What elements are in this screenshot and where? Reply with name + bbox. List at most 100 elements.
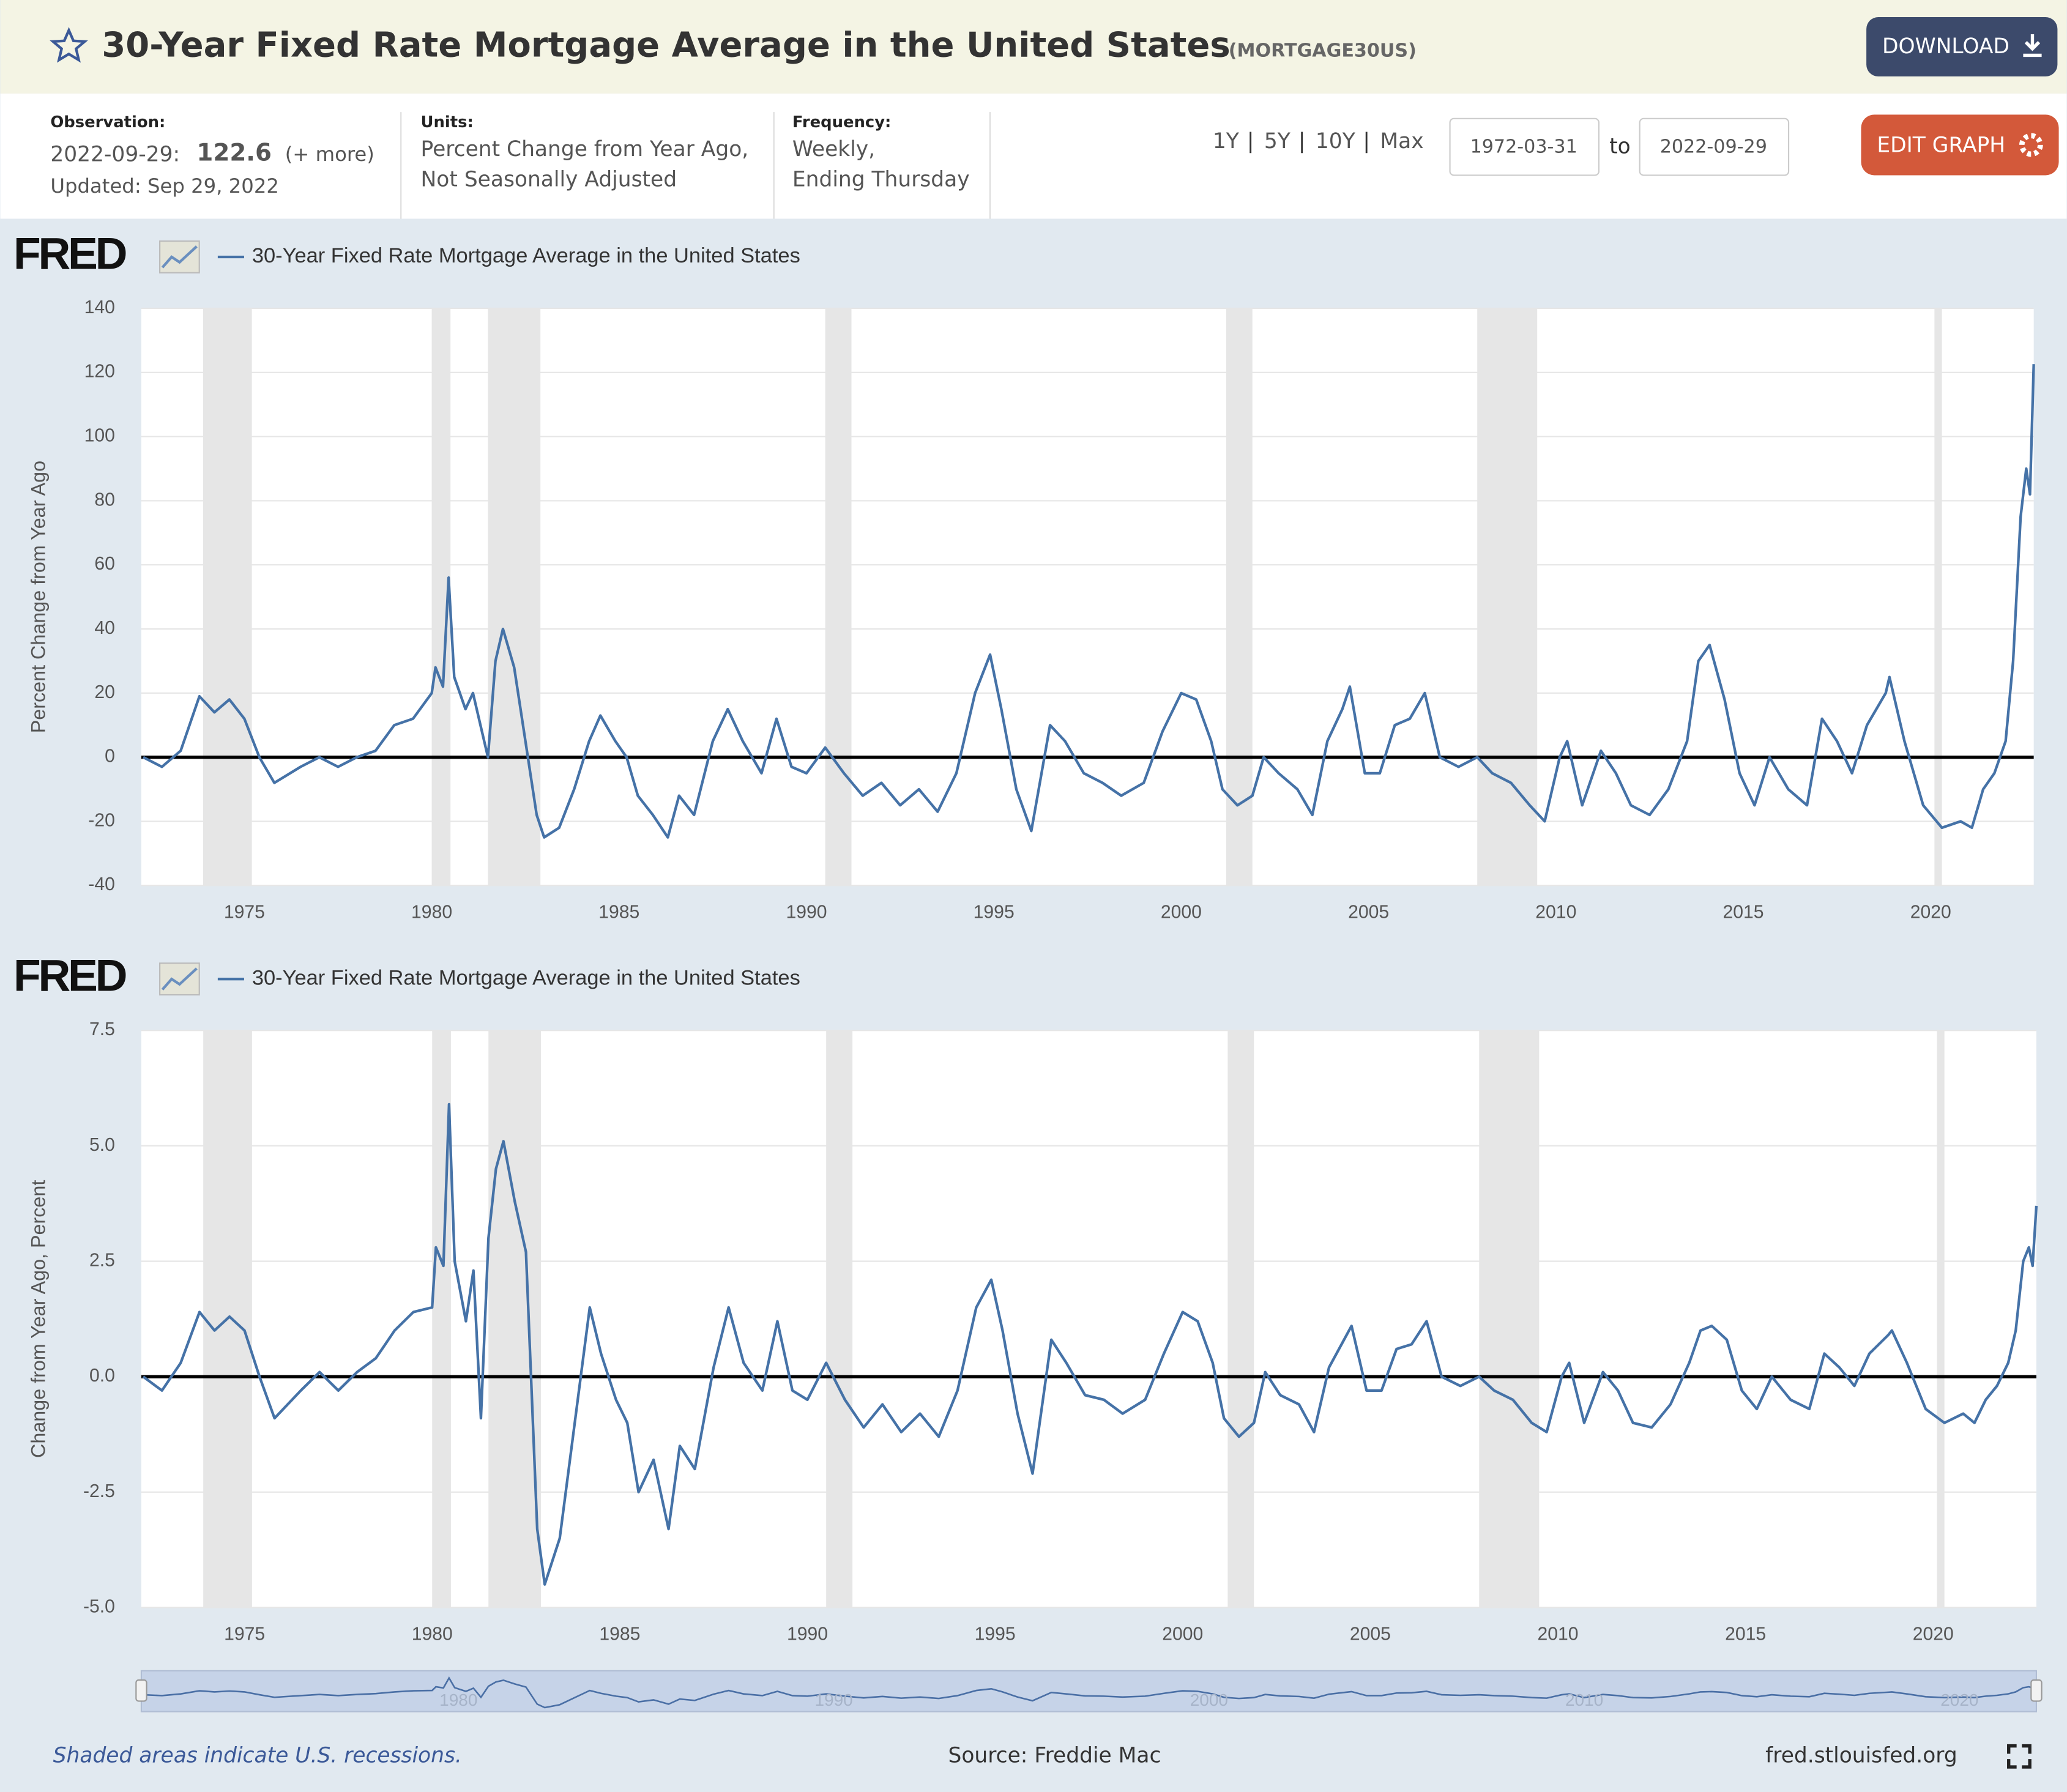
y-tick-label: 80 — [94, 489, 115, 510]
end-date: 2022-09-29 — [1660, 136, 1767, 158]
edit-graph-button[interactable]: EDIT GRAPH — [1861, 114, 2059, 176]
navigator-label: 2000 — [1190, 1690, 1228, 1709]
logo-icon — [159, 240, 200, 273]
recession-band — [825, 308, 852, 886]
download-icon — [2023, 34, 2042, 58]
navigator-line — [143, 1676, 2037, 1709]
y-axis-label: Percent Change from Year Ago — [28, 461, 50, 733]
legend-label: 30-Year Fixed Rate Mortgage Average in t… — [252, 966, 800, 989]
x-tick-label: 2005 — [1350, 1624, 1391, 1645]
series-line — [142, 1102, 2038, 1586]
x-tick-label: 1985 — [599, 1624, 640, 1645]
x-tick-label: 2020 — [1910, 902, 1951, 922]
series-line — [143, 364, 2035, 839]
legend-label: 30-Year Fixed Rate Mortgage Average in t… — [252, 244, 800, 267]
download-label: DOWNLOAD — [1882, 34, 2009, 59]
frequency-line: Ending Thursday — [792, 168, 970, 192]
recession-band — [1477, 308, 1538, 886]
x-tick-label: 2005 — [1348, 902, 1389, 922]
navigator-label: 1990 — [814, 1690, 852, 1709]
plot-area — [141, 308, 2034, 886]
source: Source: Freddie Mac — [948, 1743, 1161, 1768]
range-separator: | — [1363, 129, 1370, 154]
logo-icon — [159, 962, 200, 996]
fred-logo: FRED — [13, 228, 126, 278]
x-tick-label: 2015 — [1722, 902, 1763, 922]
x-tick-label: 2010 — [1535, 902, 1576, 922]
observation-value: 122.6 — [196, 139, 272, 166]
range-separator: | — [1247, 129, 1254, 154]
recession-band — [1227, 1030, 1254, 1608]
recession-band — [1934, 308, 1942, 886]
y-axis-label: Change from Year Ago, Percent — [28, 1180, 50, 1458]
y-tick-label: 7.5 — [89, 1019, 115, 1039]
download-button[interactable]: DOWNLOAD — [1866, 17, 2058, 76]
y-tick-label: 120 — [84, 362, 115, 382]
navigator-label: 1980 — [439, 1690, 477, 1709]
y-tick-label: -2.5 — [83, 1481, 115, 1501]
y-tick-label: -5.0 — [83, 1596, 115, 1616]
recession-band — [488, 1030, 542, 1608]
y-tick-label: -20 — [88, 810, 115, 830]
end-date-input[interactable] — [1639, 117, 1790, 176]
updated: Updated: Sep 29, 2022 — [50, 174, 279, 198]
edit-graph-label: EDIT GRAPH — [1877, 133, 2005, 158]
x-tick-label: 1980 — [412, 1624, 453, 1645]
logo-icon-line — [161, 245, 198, 269]
logo-icon-line — [161, 967, 198, 991]
navigator-handle[interactable] — [2030, 1679, 2043, 1702]
range-separator: | — [1298, 129, 1306, 154]
x-tick-label: 1995 — [974, 902, 1015, 922]
frequency-line: Weekly, — [792, 137, 875, 162]
start-date-input[interactable] — [1449, 117, 1600, 176]
recession-band — [1479, 1030, 1540, 1608]
page-title: 30-Year Fixed Rate Mortgage Average in t… — [102, 26, 1230, 65]
x-tick-label: 1980 — [411, 902, 452, 922]
x-tick-label: 1990 — [786, 902, 827, 922]
y-tick-label: 100 — [84, 426, 115, 446]
y-tick-label: 2.5 — [89, 1250, 115, 1270]
range-max[interactable]: Max — [1380, 129, 1423, 154]
fullscreen-icon[interactable] — [2007, 1744, 2032, 1769]
units-line: Percent Change from Year Ago, — [421, 137, 749, 162]
edit-graph-bg — [1861, 114, 2059, 176]
more-link[interactable]: (+ more) — [285, 143, 374, 166]
range-10y[interactable]: 10Y — [1316, 129, 1356, 154]
y-tick-label: 5.0 — [89, 1135, 115, 1155]
y-tick-label: 20 — [94, 682, 115, 702]
range-1y[interactable]: 1Y — [1213, 129, 1240, 154]
x-tick-label: 1975 — [224, 902, 265, 922]
observation-date: 2022-09-29: — [50, 143, 180, 167]
x-tick-label: 1975 — [224, 1624, 265, 1645]
recession-band — [488, 308, 541, 886]
to-label: to — [1609, 135, 1631, 159]
x-tick-label: 1995 — [975, 1624, 1016, 1645]
x-tick-label: 2000 — [1161, 902, 1202, 922]
y-tick-label: 60 — [94, 554, 115, 574]
navigator-label: 2010 — [1565, 1690, 1603, 1709]
recession-band — [203, 308, 252, 886]
header-bar — [0, 0, 2067, 94]
range-5y[interactable]: 5Y — [1264, 129, 1291, 154]
fred-logo: FRED — [13, 951, 126, 1001]
site: fred.stlouisfed.org — [1765, 1743, 1957, 1768]
observation-label: Observation: — [50, 113, 165, 132]
x-tick-label: 2010 — [1538, 1624, 1579, 1645]
gear-icon — [2019, 133, 2043, 157]
recession-band — [1226, 308, 1253, 886]
x-tick-label: 1985 — [598, 902, 639, 922]
plot-area — [141, 1030, 2036, 1608]
recession-note: Shaded areas indicate U.S. recessions. — [53, 1743, 462, 1768]
series-id: (MORTGAGE30US) — [1229, 40, 1417, 61]
y-tick-label: 0 — [105, 746, 115, 767]
y-tick-label: 40 — [94, 618, 115, 638]
x-tick-label: 2000 — [1162, 1624, 1203, 1645]
x-tick-label: 2020 — [1913, 1624, 1954, 1645]
y-tick-label: 0.0 — [89, 1366, 115, 1386]
y-tick-label: -40 — [88, 874, 115, 894]
frequency-label: Frequency: — [792, 113, 892, 132]
navigator-handle[interactable] — [135, 1679, 147, 1702]
favorite-star[interactable] — [50, 27, 88, 63]
